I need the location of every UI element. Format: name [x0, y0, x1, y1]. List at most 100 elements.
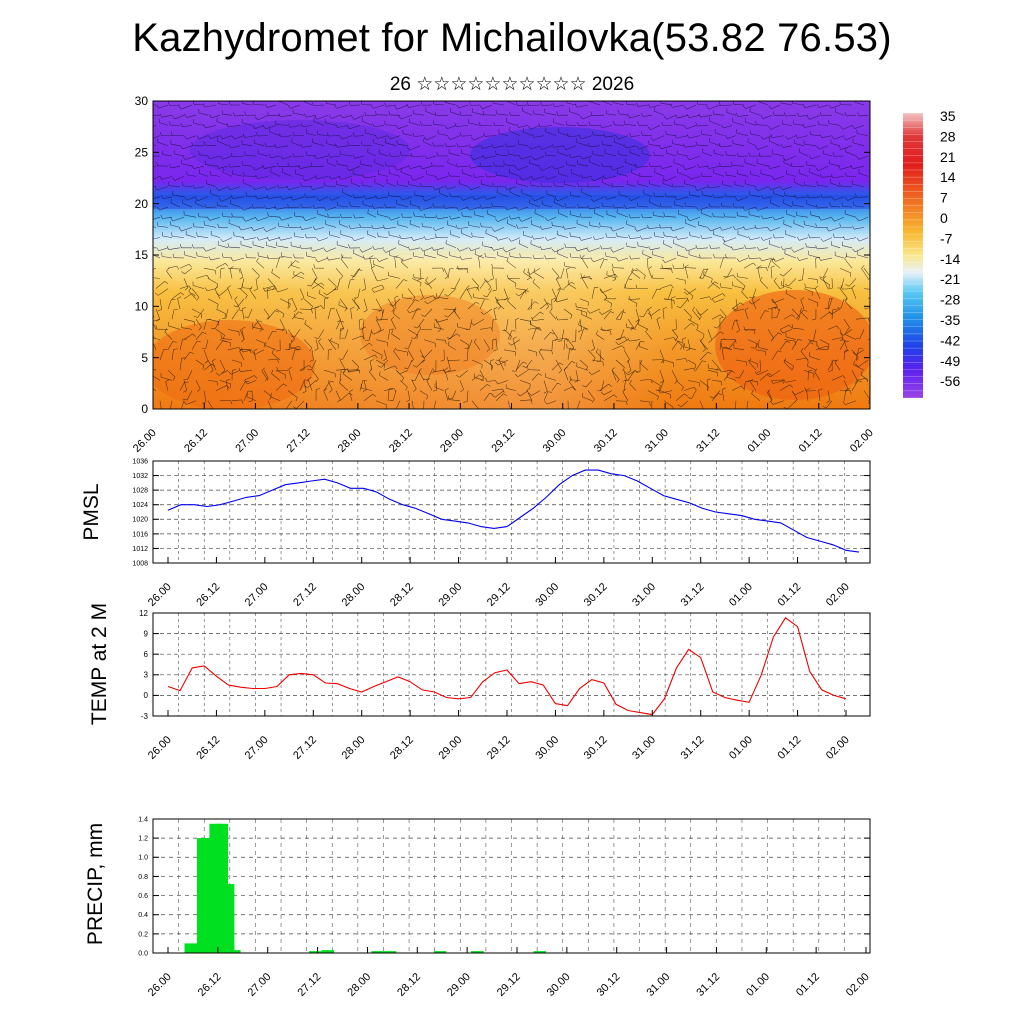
wind-barb-flag — [413, 388, 417, 392]
wind-barb-flag — [742, 105, 746, 109]
wind-barb-flag — [540, 182, 543, 187]
wind-barb-flag — [249, 349, 252, 354]
wind-barb-flag — [363, 195, 367, 200]
wind-barb — [814, 371, 821, 381]
wind-barb-flag — [179, 243, 182, 248]
x-tick-label: 01.00 — [727, 581, 755, 609]
wind-barb — [239, 288, 248, 296]
wind-barb — [339, 223, 349, 228]
wind-barb — [181, 400, 185, 409]
wind-barb — [773, 298, 785, 304]
wind-barb-flag — [399, 234, 402, 239]
wind-barb-flag — [252, 166, 256, 171]
wind-barb — [179, 263, 190, 269]
wind-barb — [375, 359, 385, 366]
wind-barb — [851, 349, 859, 358]
colorbar-label: -14 — [940, 251, 960, 267]
wind-barb — [763, 114, 773, 119]
wind-barb — [734, 347, 745, 351]
wind-barb — [498, 359, 505, 371]
wind-barb — [392, 313, 401, 320]
wind-barb — [640, 363, 649, 371]
wind-barb-flag — [563, 146, 567, 150]
wind-barb — [171, 143, 181, 147]
wind-barb — [153, 368, 157, 371]
wind-barb-flag — [192, 333, 196, 337]
wind-barb-flag — [183, 398, 188, 401]
wind-barb — [207, 318, 219, 322]
wind-barb-flag — [636, 102, 639, 107]
wind-barb — [727, 268, 733, 278]
wind-barb-flag — [566, 132, 569, 137]
wind-barb-flag — [264, 142, 267, 147]
wind-barb — [214, 319, 221, 330]
wind-barb — [191, 340, 198, 350]
wind-barb — [677, 237, 689, 240]
wind-barb-flag — [307, 284, 312, 287]
wind-barb — [483, 278, 492, 288]
wind-barb-flag — [686, 134, 690, 139]
wind-barb-flag — [852, 351, 857, 356]
wind-barb-flag — [180, 145, 183, 150]
wind-barb-flag — [759, 257, 763, 262]
wind-barb — [569, 381, 577, 391]
wind-barb — [760, 173, 773, 177]
wind-barb-flag — [406, 309, 410, 313]
wind-barb-flag — [783, 158, 785, 163]
wind-barb-flag — [844, 112, 847, 117]
wind-barb-flag — [419, 325, 422, 330]
wind-barb — [496, 175, 509, 177]
wind-barb — [792, 103, 805, 106]
wind-barb — [794, 143, 805, 147]
wind-barb — [437, 216, 449, 220]
wind-barb-flag — [624, 284, 627, 289]
wind-barb-flag — [359, 248, 363, 253]
wind-barb-flag — [254, 375, 258, 379]
wind-barb — [353, 301, 361, 310]
wind-barb — [551, 288, 558, 300]
wind-barb — [754, 339, 761, 349]
wind-barb-flag — [867, 400, 870, 404]
wind-barb — [368, 329, 373, 341]
wind-barb-flag — [328, 348, 333, 351]
wind-barb-flag — [493, 349, 498, 352]
wind-barb — [649, 201, 661, 208]
wind-barb — [232, 257, 245, 262]
wind-barb — [410, 165, 421, 169]
wind-barb-flag — [623, 144, 627, 149]
y-tick-label: 1012 — [132, 546, 148, 553]
wind-barb-flag — [720, 381, 723, 386]
wind-barb-flag — [828, 104, 832, 109]
wind-barb-flag — [241, 399, 244, 404]
wind-barb — [735, 184, 745, 187]
wind-barb — [699, 296, 710, 300]
wind-barb — [515, 361, 524, 371]
wind-barb-flag — [522, 365, 527, 368]
wind-barb — [620, 308, 625, 320]
wind-barb-flag — [416, 335, 419, 340]
wind-barb — [336, 278, 341, 290]
wind-barb — [153, 318, 161, 322]
wind-barb-flag — [442, 368, 446, 373]
wind-barb — [631, 196, 641, 201]
wind-barb — [627, 359, 632, 371]
wind-barb — [684, 267, 697, 269]
wind-barb — [362, 204, 373, 208]
wind-barb — [792, 204, 805, 208]
wind-barb-flag — [271, 349, 274, 354]
wind-barb — [589, 308, 601, 314]
wind-barb — [709, 120, 721, 126]
wind-barb — [408, 104, 421, 108]
wind-barb-flag — [526, 271, 531, 275]
wind-barb-flag — [413, 273, 415, 278]
wind-barb — [377, 135, 389, 139]
wind-barb-flag — [724, 192, 727, 197]
wind-barb-flag — [855, 193, 857, 198]
wind-barb — [715, 132, 725, 136]
wind-barb-flag — [657, 396, 659, 401]
wind-barb-flag — [412, 132, 415, 137]
wind-barb — [408, 339, 413, 349]
wind-barb-flag — [488, 286, 492, 291]
warm-core-right — [715, 290, 870, 400]
wind-barb — [445, 102, 457, 106]
